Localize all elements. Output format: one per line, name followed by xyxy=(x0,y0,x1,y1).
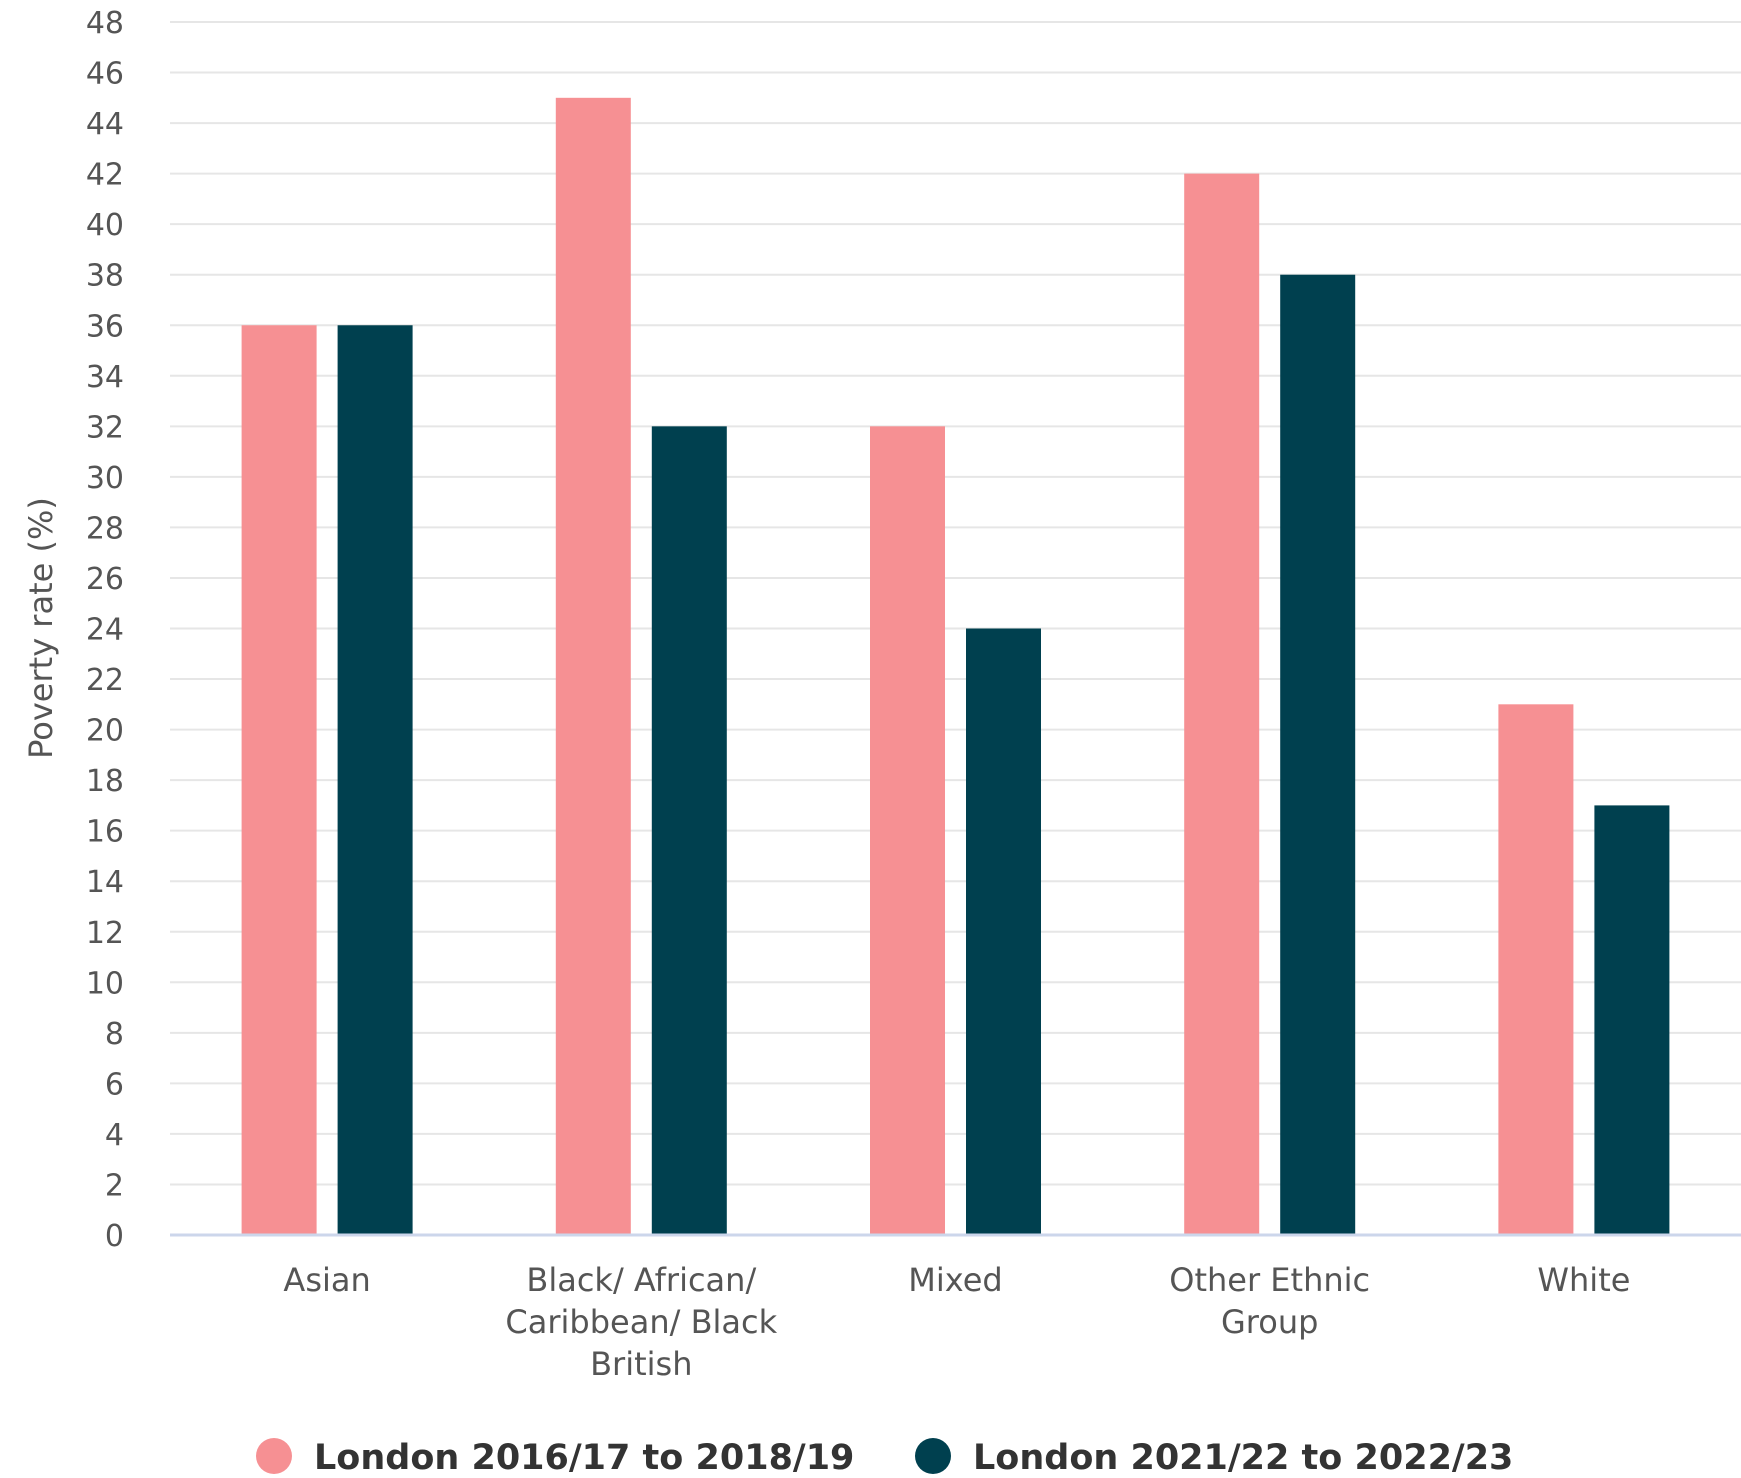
bar-series2[interactable] xyxy=(337,325,413,1235)
y-tick-label: 24 xyxy=(86,613,124,648)
y-tick-label: 0 xyxy=(105,1219,124,1254)
gridlines xyxy=(170,21,1741,1186)
x-axis-category-labels: Asian Black/ African/Caribbean/ Black Brit… xyxy=(283,1261,1630,1383)
bar-series1[interactable] xyxy=(1184,173,1260,1235)
bar-series1[interactable] xyxy=(1498,704,1574,1235)
y-tick-label: 20 xyxy=(86,714,124,749)
legend-marker-icon xyxy=(915,1438,951,1474)
x-category-label: White xyxy=(1537,1261,1630,1299)
legend-item-series1[interactable]: London 2016/17 to 2018/19 xyxy=(256,1438,854,1478)
y-tick-label: 22 xyxy=(86,663,124,698)
bar-series1[interactable] xyxy=(555,97,631,1235)
y-tick-label: 36 xyxy=(86,309,124,344)
legend-item-series2[interactable]: London 2021/22 to 2022/23 xyxy=(915,1438,1513,1478)
y-tick-label: 26 xyxy=(86,562,124,597)
y-tick-label: 16 xyxy=(86,815,124,850)
legend[interactable]: London 2016/17 to 2018/19 London 2021/22 … xyxy=(256,1438,1513,1478)
bar-series1[interactable] xyxy=(241,325,317,1235)
y-tick-label: 30 xyxy=(86,461,124,496)
y-tick-label: 46 xyxy=(86,57,124,92)
y-tick-label: 38 xyxy=(86,259,124,294)
bar-series2[interactable] xyxy=(1280,274,1356,1235)
y-tick-label: 40 xyxy=(86,208,124,243)
y-tick-label: 42 xyxy=(86,158,124,193)
y-tick-label: 34 xyxy=(86,360,124,395)
x-category-label: Asian xyxy=(283,1261,370,1299)
x-category-label: Other Ethnic Group xyxy=(1169,1261,1370,1341)
y-tick-label: 32 xyxy=(86,410,124,445)
bar-series1[interactable] xyxy=(870,426,945,1235)
x-category-label: Mixed xyxy=(908,1261,1002,1299)
y-tick-label: 28 xyxy=(86,511,124,546)
y-tick-label: 4 xyxy=(105,1118,124,1153)
y-tick-label: 12 xyxy=(86,916,124,951)
y-axis-ticks: 0246810121416182022242628303234363840424… xyxy=(86,6,124,1254)
x-category-label: Black/ African/Caribbean/ Black British xyxy=(505,1261,777,1383)
y-tick-label: 8 xyxy=(105,1017,124,1052)
legend-marker-icon xyxy=(256,1438,292,1474)
legend-label: London 2016/17 to 2018/19 xyxy=(314,1438,854,1478)
y-tick-label: 2 xyxy=(105,1168,124,1203)
bars xyxy=(241,97,1670,1236)
y-tick-label: 10 xyxy=(86,966,124,1001)
y-tick-label: 6 xyxy=(105,1067,124,1102)
bar-series2[interactable] xyxy=(651,426,727,1235)
y-axis-title: Poverty rate (%) xyxy=(22,497,60,759)
y-tick-label: 18 xyxy=(86,764,124,799)
y-tick-label: 44 xyxy=(86,107,124,142)
legend-label: London 2021/22 to 2022/23 xyxy=(973,1438,1513,1478)
bar-series2[interactable] xyxy=(966,628,1041,1236)
y-tick-label: 48 xyxy=(86,6,124,41)
y-tick-label: 14 xyxy=(86,865,124,900)
bar-series2[interactable] xyxy=(1594,805,1670,1235)
